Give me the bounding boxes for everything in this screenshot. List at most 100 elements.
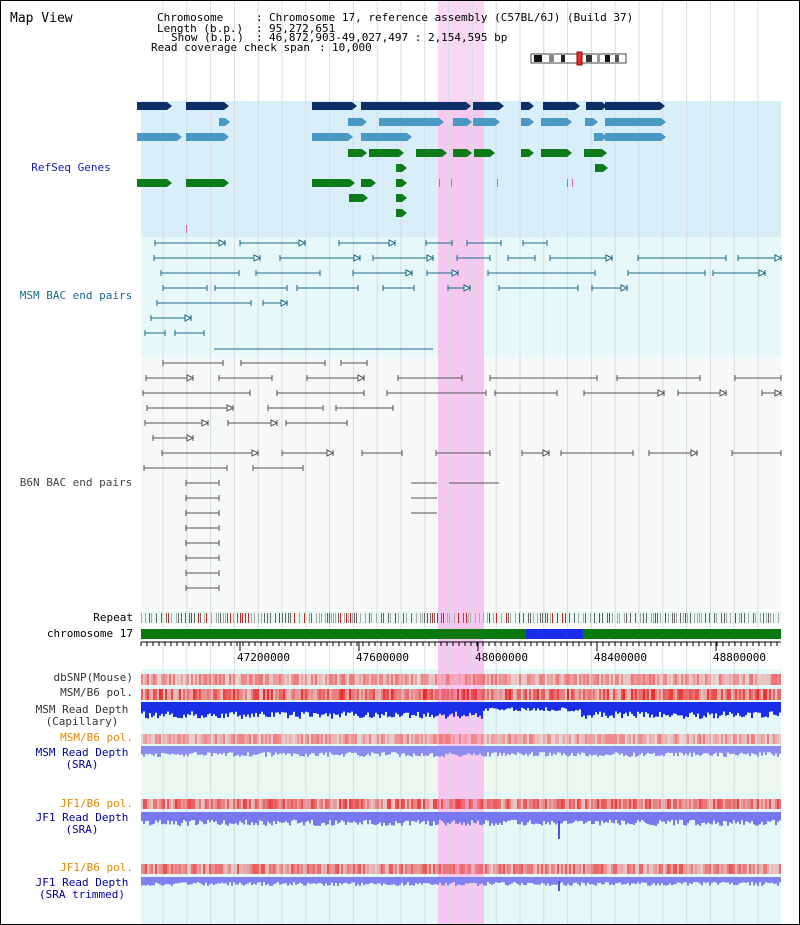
refseq-gene (137, 102, 167, 110)
msm-depth-sra-bar (343, 746, 345, 757)
msm-b6-pol2-heat (735, 734, 737, 744)
msm-b6-pol-heat (373, 689, 375, 700)
refseq-gene (473, 118, 495, 126)
msm-depth-sra-bar (209, 746, 211, 753)
jf1-b6-pol2-heat (603, 864, 605, 874)
msm-depth-capillary-bar (733, 702, 735, 717)
msm-b6-pol2-heat (409, 734, 411, 744)
msm-depth-capillary-bar (615, 702, 617, 712)
jf1-depth-sra-bar (467, 812, 469, 824)
jf1-b6-pol-heat (511, 799, 513, 809)
repeat-mark (432, 613, 433, 623)
jf1-b6-pol2-heat (473, 864, 475, 874)
jf1-depth-sra-bar (721, 812, 723, 826)
jf1-depth-trim-bar (457, 877, 459, 885)
jf1-b6-pol2-heat (483, 864, 485, 874)
jf1-b6-pol2-heat (323, 864, 325, 874)
ideogram-band (597, 55, 600, 62)
msm-b6-pol-heat (495, 689, 497, 700)
msm-depth-sra-bar (623, 746, 625, 757)
msm-b6-pol-heat (435, 689, 437, 700)
msm-depth-sra-bar (571, 746, 573, 753)
jf1-b6-pol2-heat (435, 864, 437, 874)
dbsnp-heat (719, 674, 721, 685)
jf1-depth-trim-bar (587, 877, 589, 883)
msm-b6-pol-heat (581, 689, 583, 700)
jf1-b6-pol-heat (749, 799, 751, 809)
msm-b6-pol-heat (265, 689, 267, 700)
msm-depth-capillary-bar (371, 702, 373, 718)
msm-depth-sra-bar (711, 746, 713, 756)
msm-depth-sra-bar (529, 746, 531, 754)
msm-depth-sra-bar (589, 746, 591, 755)
dbsnp-heat (459, 674, 461, 685)
jf1-depth-trim-bar (211, 877, 213, 884)
jf1-depth-sra-bar (195, 812, 197, 826)
jf1-b6-pol-heat (697, 799, 699, 809)
msm-b6-pol2-heat (311, 734, 313, 744)
jf1-depth-sra-bar (607, 812, 609, 823)
msm-depth-sra-bar (207, 746, 209, 753)
b6n-bac-pair-arrow (186, 374, 195, 382)
refseq-gene (186, 133, 224, 141)
jf1-b6-pol-heat (595, 799, 597, 809)
msm-b6-pol2-heat (299, 734, 301, 744)
msm-depth-capillary-bar (389, 702, 391, 717)
msm-b6-pol2-heat (767, 734, 769, 744)
jf1-b6-pol-heat (197, 799, 199, 809)
msm-b6-pol-heat (415, 689, 417, 700)
jf1-b6-pol2-heat (635, 864, 637, 874)
refseq-gene (453, 149, 467, 157)
msm-b6-pol-heat (141, 689, 143, 700)
msm-depth-sra-bar (257, 746, 259, 755)
jf1-b6-pol2-heat (301, 864, 303, 874)
jf1-b6-pol-heat (177, 799, 179, 809)
jf1-b6-pol-heat (585, 799, 587, 809)
jf1-depth-sra-bar (193, 812, 195, 820)
jf1-depth-trim-bar (237, 877, 239, 885)
msm-b6-pol-heat (631, 689, 633, 700)
msm-depth-capillary-bar (495, 702, 497, 709)
jf1-b6-pol-heat (625, 799, 627, 809)
msm-depth-capillary-bar (239, 702, 241, 716)
jf1-depth-trim-bar (341, 877, 343, 885)
msm-depth-capillary-bar (323, 702, 325, 715)
msm-b6-pol2-heat (769, 734, 771, 744)
msm-depth-sra-bar (631, 746, 633, 757)
jf1-b6-pol-heat (447, 799, 449, 809)
dbsnp-heat (295, 674, 297, 685)
jf1-depth-sra-bar (163, 812, 165, 824)
jf1-b6-pol-heat (411, 799, 413, 809)
msm-depth-sra-bar (191, 746, 193, 754)
jf1-b6-pol2-heat (629, 864, 631, 874)
msm-b6-pol-heat (213, 689, 215, 700)
msm-depth-capillary-bar (677, 702, 679, 716)
repeat-mark (427, 613, 428, 623)
gene-arrow (593, 118, 598, 126)
jf1-b6-pol2-heat (239, 864, 241, 874)
msm-b6-pol-heat (601, 689, 603, 700)
repeat-mark (220, 613, 221, 623)
jf1-b6-pol2-heat (699, 864, 701, 874)
msm-depth-capillary-bar (667, 702, 669, 716)
msm-b6-pol-heat (387, 689, 389, 700)
msm-depth-capillary-bar (225, 702, 227, 714)
msm-b6-pol2-heat (519, 734, 521, 744)
msm-depth-sra-bar (201, 746, 203, 755)
jf1-b6-pol2-heat (507, 864, 509, 874)
jf1-b6-pol-heat (739, 799, 741, 809)
msm-b6-pol-heat (419, 689, 421, 700)
jf1-depth-trim-bar (719, 877, 721, 884)
msm-depth-capillary-bar (385, 702, 387, 713)
jf1-b6-pol2-heat (197, 864, 199, 874)
msm-depth-sra-bar (419, 746, 421, 757)
jf1-depth-sra-bar (699, 812, 701, 826)
jf1-b6-pol-heat (285, 799, 287, 809)
jf1-depth-sra-bar (241, 812, 243, 823)
jf1-b6-pol-heat (205, 799, 207, 809)
jf1-depth-sra-bar (273, 812, 275, 822)
msm-b6-pol-heat (385, 689, 387, 700)
jf1-b6-pol2-heat (663, 864, 665, 874)
msm-depth-capillary-bar (563, 702, 565, 708)
